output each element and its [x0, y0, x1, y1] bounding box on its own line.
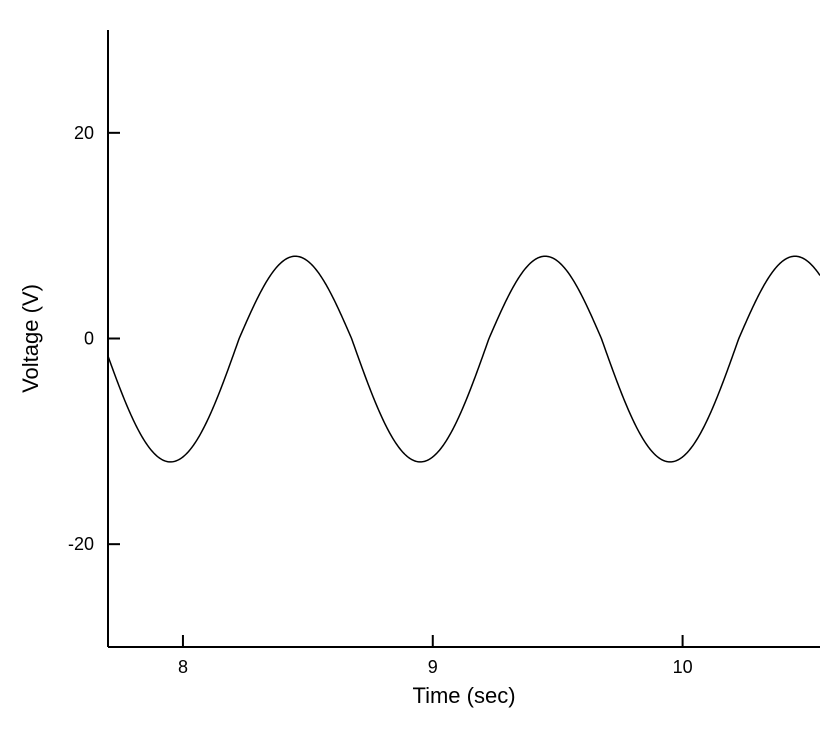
voltage-time-chart: -20 0 20 8 9 10 Time (sec) Voltage (V) — [0, 0, 831, 733]
x-tick-label: 9 — [428, 657, 438, 677]
x-tick-label: 8 — [178, 657, 188, 677]
chart-background — [0, 0, 831, 733]
x-axis-label: Time (sec) — [412, 683, 515, 708]
y-axis-label: Voltage (V) — [18, 284, 43, 393]
x-tick-label: 10 — [673, 657, 693, 677]
y-tick-label: -20 — [68, 534, 94, 554]
y-tick-label: 0 — [84, 329, 94, 349]
chart-svg: -20 0 20 8 9 10 Time (sec) Voltage (V) — [0, 0, 831, 733]
y-tick-label: 20 — [74, 123, 94, 143]
